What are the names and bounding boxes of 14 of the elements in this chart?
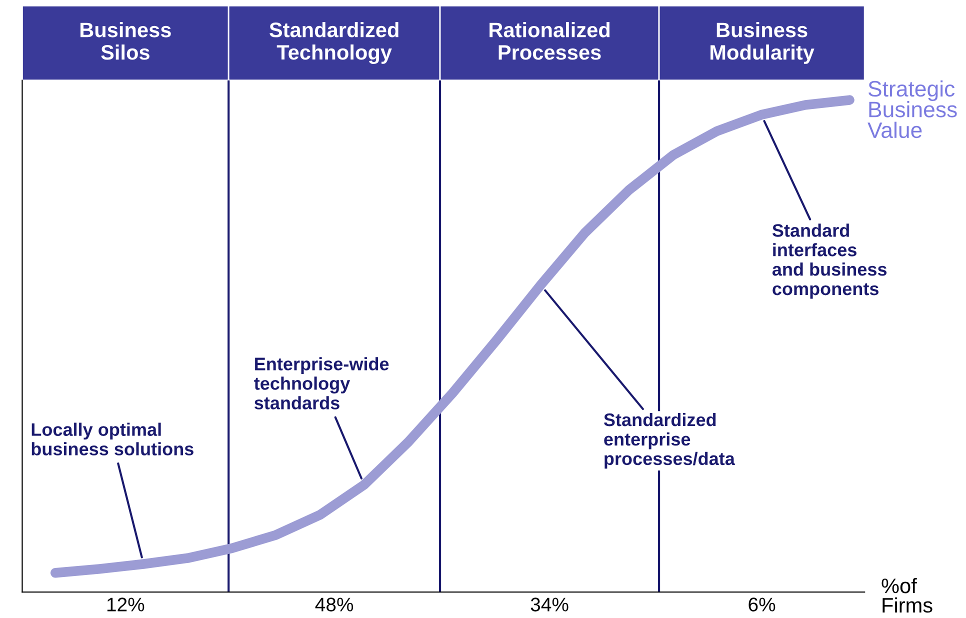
- text: 48%: [315, 598, 354, 612]
- text: 12%: [107, 598, 144, 612]
- text: 6%: [748, 598, 776, 612]
- text: 34%: [530, 598, 568, 612]
- annotation: Standard interfaces and business components: [772, 224, 887, 299]
- y-axis-title: Strategic Business Value: [868, 80, 957, 138]
- annotation: Locally optimal business solutions: [32, 422, 194, 456]
- annotation: Standardized enterprise processes/data: [604, 412, 736, 469]
- text: Business Modularity: [710, 22, 814, 64]
- annotation: Enterprise-wide technology standards: [254, 357, 389, 410]
- text: Business Silos: [80, 22, 171, 60]
- text: Rationalized Processes: [490, 22, 610, 60]
- text: Standardized Technology: [270, 22, 398, 64]
- x-axis-title: %of Firms: [882, 578, 932, 613]
